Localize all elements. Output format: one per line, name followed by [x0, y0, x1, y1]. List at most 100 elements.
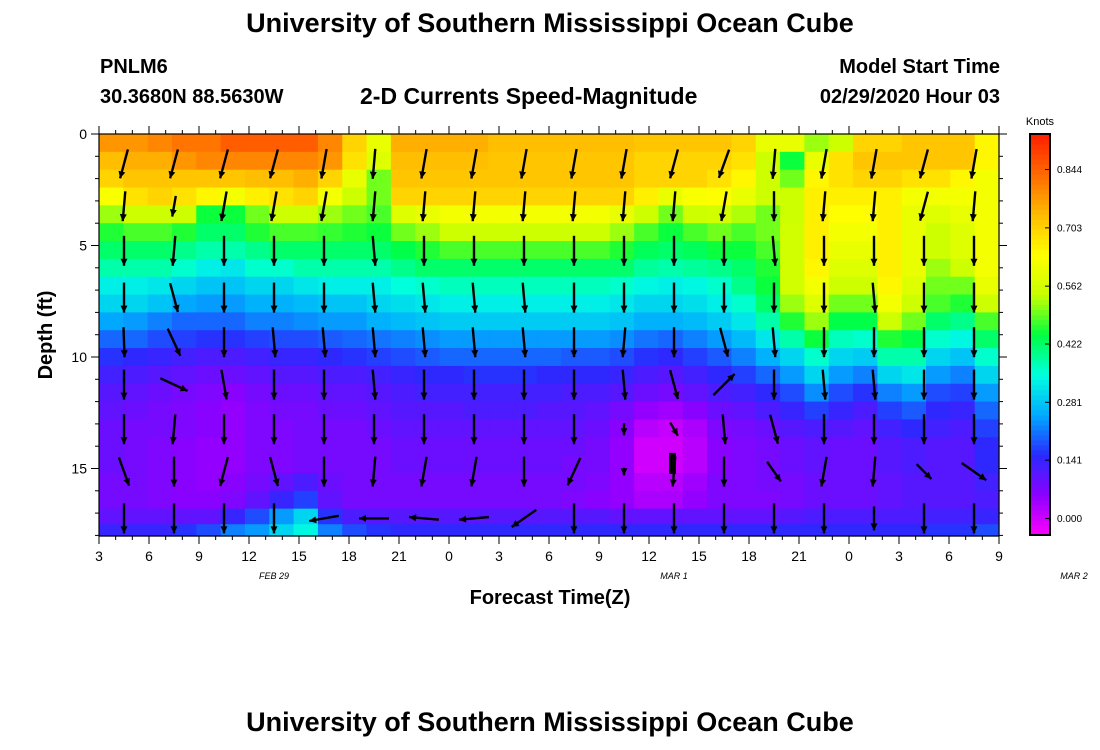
- heatmap-cell: [682, 134, 708, 153]
- colorbar-segment: [1030, 499, 1050, 506]
- heatmap-cell: [196, 383, 222, 403]
- heatmap-cell: [439, 401, 465, 421]
- heatmap-cell: [196, 330, 222, 349]
- heatmap-cell: [390, 241, 416, 260]
- heatmap-cell: [828, 330, 854, 349]
- current-vector: [471, 282, 479, 313]
- current-vector: [920, 369, 928, 400]
- heatmap-cell: [828, 472, 854, 492]
- heatmap-cell: [123, 437, 149, 456]
- current-vector: [519, 148, 528, 179]
- heatmap-cell: [901, 276, 927, 296]
- heatmap-cell: [293, 383, 319, 403]
- heatmap-cell: [99, 151, 124, 171]
- x-tick-label: 18: [341, 548, 357, 564]
- current-vector: [621, 369, 629, 400]
- heatmap-cell: [950, 383, 976, 403]
- heatmap-cell: [512, 401, 538, 421]
- heatmap-cell: [853, 223, 878, 242]
- heatmap-cell: [293, 241, 319, 260]
- heatmap-cell: [828, 437, 854, 456]
- heatmap-cell: [269, 508, 295, 525]
- heatmap-cell: [123, 258, 149, 278]
- heatmap-cell: [609, 258, 635, 278]
- heatmap-cell: [390, 205, 416, 224]
- heatmap-cell: [390, 524, 416, 537]
- current-vector: [117, 457, 131, 487]
- heatmap-cell: [439, 312, 465, 331]
- heatmap-cell: [877, 455, 903, 474]
- heatmap-cell: [901, 419, 927, 438]
- x-tick-label: 0: [845, 548, 853, 564]
- heatmap-cell: [804, 524, 830, 537]
- heatmap-cell: [536, 508, 562, 525]
- colorbar-segment: [1030, 479, 1050, 486]
- heatmap-cell: [658, 276, 684, 296]
- heatmap-cell: [804, 241, 830, 260]
- heatmap-cell: [536, 151, 562, 171]
- heatmap-cell: [707, 472, 733, 492]
- heatmap-cell: [926, 490, 951, 510]
- current-vector: [320, 414, 328, 445]
- heatmap-cell: [901, 472, 927, 492]
- heatmap-cell: [682, 312, 708, 331]
- x-tick-label: 3: [495, 548, 503, 564]
- colorbar-frame: [1029, 133, 1051, 536]
- heatmap-cell: [269, 205, 295, 224]
- heatmap-cell: [634, 437, 660, 456]
- heatmap-cell: [171, 455, 197, 474]
- x-tick-label: 3: [95, 548, 103, 564]
- heatmap-cell: [682, 169, 708, 189]
- heatmap-cell: [828, 258, 854, 278]
- heatmap-cell: [780, 294, 805, 313]
- heatmap-cell: [415, 258, 441, 278]
- heatmap-cell: [585, 241, 611, 260]
- current-vector: [619, 327, 627, 358]
- current-vector: [521, 282, 529, 313]
- heatmap-cell: [658, 383, 684, 403]
- current-vector: [970, 235, 978, 266]
- heatmap-cell: [123, 419, 149, 438]
- colorbar-segment: [1030, 409, 1050, 416]
- heatmap-cell: [342, 401, 368, 421]
- current-vector: [670, 503, 678, 534]
- heatmap-cell: [658, 258, 684, 278]
- heatmap-cell: [780, 472, 805, 492]
- heatmap-cell: [950, 294, 976, 313]
- heatmap-cell: [463, 223, 489, 242]
- heatmap-cell: [147, 258, 173, 278]
- current-vector: [511, 508, 537, 528]
- current-vector: [218, 149, 230, 179]
- heatmap-cell: [342, 330, 368, 349]
- colorbar-segment: [1030, 269, 1050, 275]
- heatmap-cell: [853, 276, 878, 296]
- current-vector: [770, 282, 778, 313]
- heatmap-cell: [147, 383, 173, 403]
- heatmap-cell: [123, 348, 149, 367]
- current-vector: [820, 282, 828, 313]
- heatmap-cell: [609, 348, 635, 367]
- x-tick-label: 6: [945, 548, 953, 564]
- current-vector: [570, 414, 578, 445]
- heatmap-cell: [123, 223, 149, 242]
- heatmap-cell: [974, 508, 1000, 525]
- heatmap-cell: [147, 241, 173, 260]
- heatmap-cell: [901, 258, 927, 278]
- heatmap-cell: [877, 437, 903, 456]
- heatmap-cell: [609, 401, 635, 421]
- heatmap-cell: [828, 151, 854, 171]
- heatmap-cell: [974, 134, 1000, 153]
- current-vector: [569, 191, 577, 222]
- heatmap-cell: [244, 169, 270, 189]
- heatmap-cell: [196, 276, 222, 296]
- heatmap-cell: [220, 508, 246, 525]
- heatmap-cell: [682, 223, 708, 242]
- current-vector: [768, 414, 780, 445]
- heatmap-cell: [99, 294, 124, 313]
- heatmap-cell: [244, 134, 270, 153]
- heatmap-cell: [220, 241, 246, 260]
- heatmap-cell: [731, 330, 757, 349]
- x-tick-label: 18: [741, 548, 757, 564]
- heatmap-cell: [123, 401, 149, 421]
- current-vector: [271, 327, 279, 358]
